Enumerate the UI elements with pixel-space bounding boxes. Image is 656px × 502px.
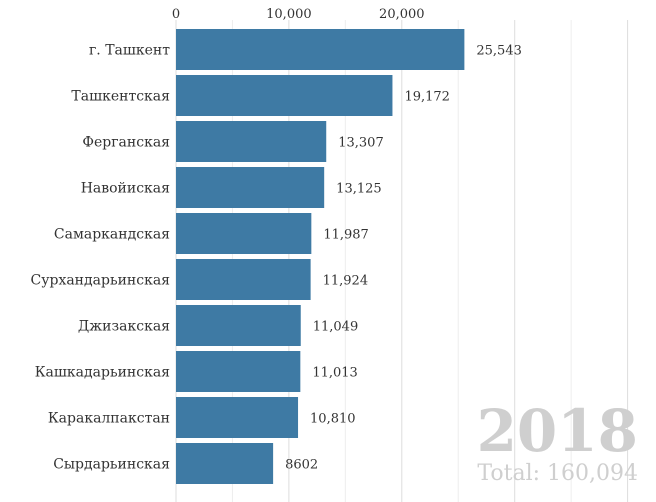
value-label: 10,810 [310, 412, 356, 427]
category-label: Сырдарьинская [53, 457, 170, 473]
bar [176, 121, 327, 162]
value-label: 19,172 [404, 90, 450, 105]
category-label: Самаркандская [54, 227, 170, 243]
category-label: Навойиская [81, 181, 170, 197]
x-tick-label: 10,000 [266, 7, 312, 22]
bar [176, 259, 311, 300]
value-label: 13,125 [336, 182, 382, 197]
category-label: Сурхандарьинская [31, 273, 171, 289]
category-label: Каракалпакстан [48, 411, 170, 427]
category-label: Ташкентская [71, 89, 170, 105]
bar [176, 75, 393, 116]
value-label: 25,543 [476, 44, 522, 59]
x-tick-label: 0 [172, 7, 180, 22]
value-label: 11,013 [312, 366, 358, 381]
bar [176, 29, 465, 70]
value-label: 8602 [285, 458, 318, 473]
bars [176, 29, 465, 484]
value-label: 13,307 [338, 136, 384, 151]
category-label: Кашкадарьинская [35, 365, 170, 381]
category-label: Джизакская [78, 319, 170, 335]
category-labels: г. Ташкент Ташкентская Ферганская Навойиска… [31, 43, 171, 473]
bar [176, 443, 274, 484]
category-label: Ферганская [82, 135, 170, 151]
x-axis-ticks: 0 10,000 20,000 [172, 7, 425, 22]
value-label: 11,049 [313, 320, 359, 335]
bar [176, 167, 325, 208]
x-tick-label: 20,000 [379, 7, 425, 22]
value-label: 11,924 [323, 274, 369, 289]
bar [176, 305, 301, 346]
year-label: 2018 [476, 397, 638, 465]
value-labels: 25,543 19,172 13,307 13,125 11,987 11,924 11,0… [285, 44, 522, 473]
bar [176, 213, 312, 254]
value-label: 11,987 [323, 228, 369, 243]
total-label: Total: 160,094 [477, 461, 638, 486]
bar [176, 397, 299, 438]
bar [176, 351, 301, 392]
category-label: г. Ташкент [89, 43, 170, 59]
